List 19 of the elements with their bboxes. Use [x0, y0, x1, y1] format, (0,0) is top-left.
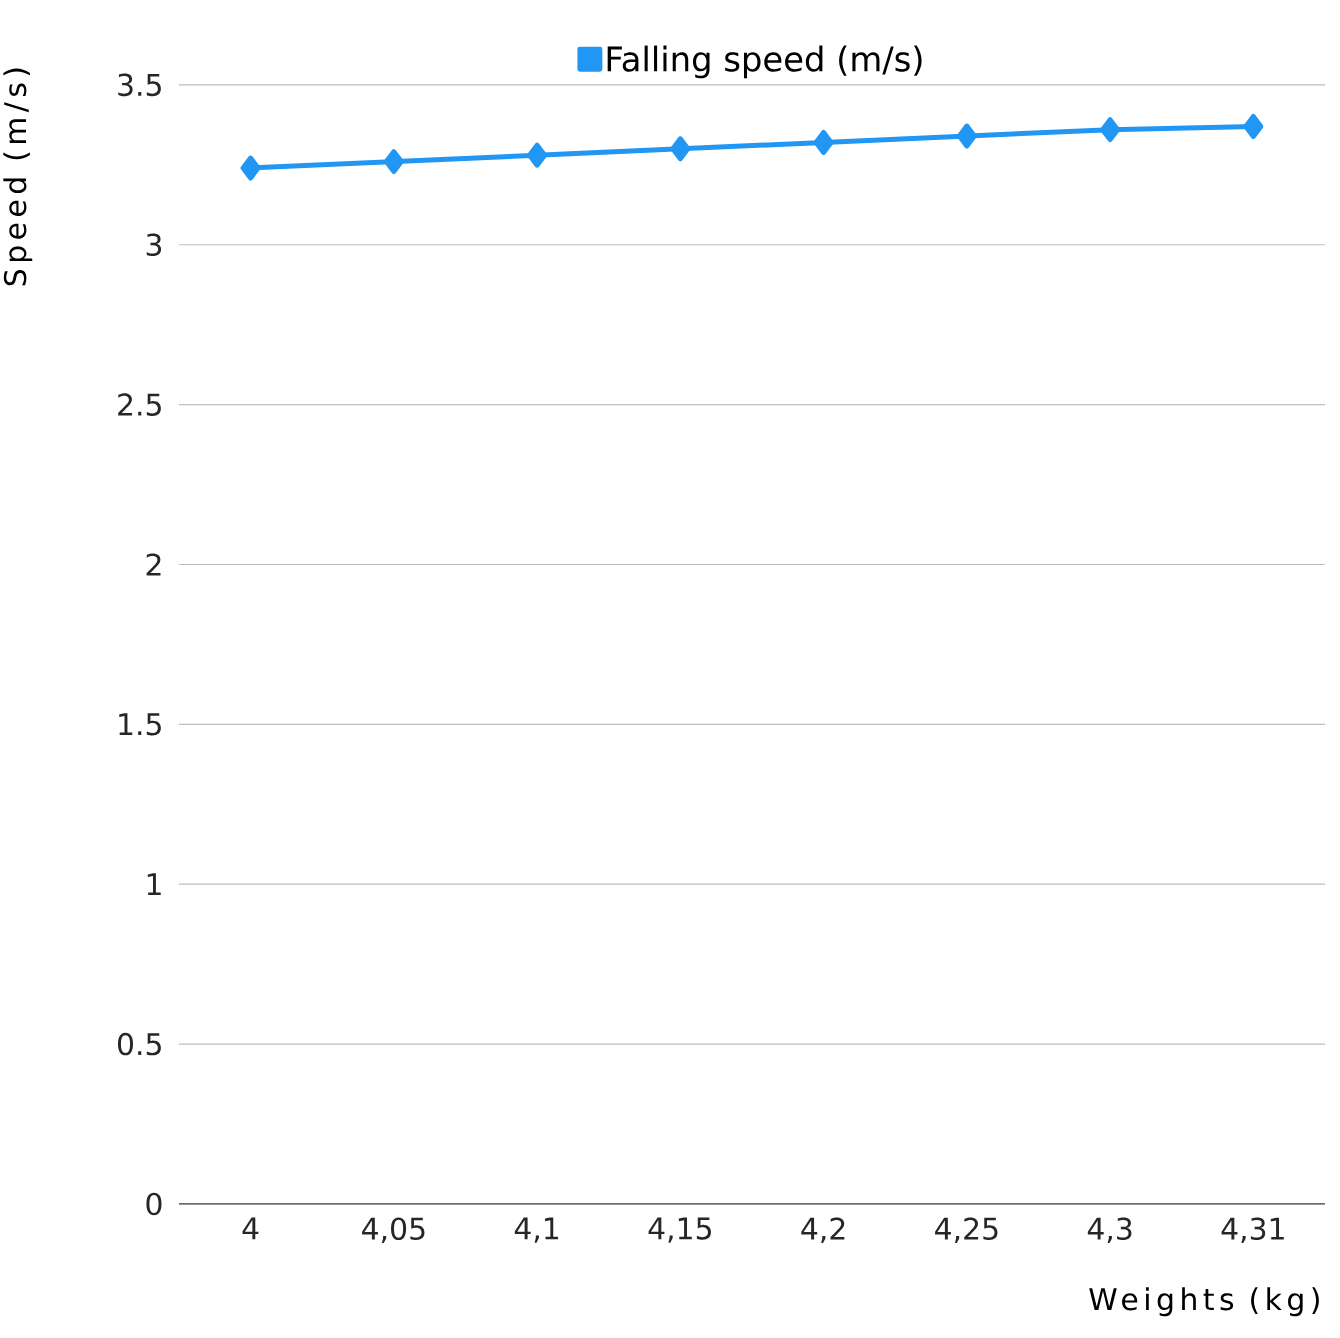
y-tick-label: 2.5	[118, 393, 161, 417]
x-tick-label: 4,3	[1087, 1217, 1132, 1244]
legend-label: Falling speed (m/s)	[607, 45, 922, 79]
y-tick-label: 2	[146, 553, 161, 576]
x-tick-label: 4,05	[362, 1217, 425, 1244]
y-axis-title: Speed (m/s)	[3, 68, 33, 286]
y-tick-label: 3	[146, 233, 162, 257]
x-tick-label: 4	[242, 1217, 259, 1240]
x-axis-title: Weights (kg)	[1089, 1287, 1319, 1317]
x-tick-label: 4,15	[648, 1217, 711, 1243]
y-tick-label: 0.5	[117, 1032, 161, 1056]
x-tick-label: 4,1	[514, 1217, 559, 1243]
y-tick-label: 3.5	[118, 73, 161, 97]
x-tick-label: 4,31	[1221, 1217, 1284, 1244]
y-tick-label: 0	[146, 1192, 162, 1216]
y-tick-label: 1	[147, 873, 161, 896]
x-tick-label: 4,2	[801, 1217, 845, 1244]
y-tick-label: 1.5	[119, 713, 161, 736]
x-tick-label: 4,25	[935, 1217, 998, 1244]
